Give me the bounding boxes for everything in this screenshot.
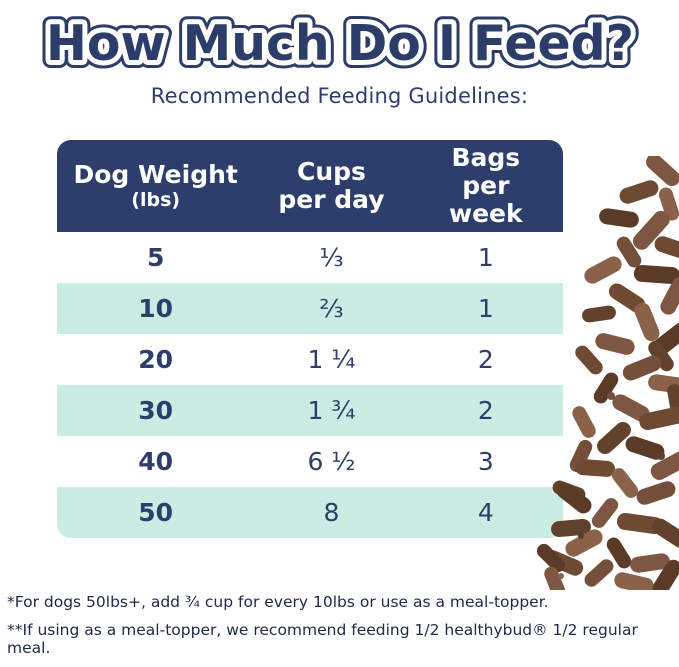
cups-cell: ⅓ [319, 243, 344, 272]
page-title-art: How Much Do I Feed? How Much Do I Feed? [38, 7, 642, 80]
table-row: 5 ⅓ 1 [57, 232, 563, 283]
feeding-guidelines-table: Dog Weight (lbs) Cups per day Bags per w… [57, 140, 563, 538]
col-header-bags-per-week-label: Bags per week [448, 143, 523, 228]
cups-cell: 1 ¾ [307, 396, 356, 425]
col-header-cups-per-day: Cups per day [254, 158, 408, 214]
col-header-cups-per-day-label: Cups per day [278, 157, 385, 214]
table-row: 30 1 ¾ 2 [57, 385, 563, 436]
bags-cell: 2 [477, 345, 494, 374]
bags-cell: 1 [477, 294, 494, 323]
table-row: 50 8 4 [57, 487, 563, 538]
cups-cell: ⅔ [319, 294, 344, 323]
weight-cell: 30 [138, 396, 174, 425]
weight-cell: 40 [138, 447, 174, 476]
col-header-dog-weight-unit: (lbs) [131, 188, 181, 211]
cups-cell: 8 [323, 498, 340, 527]
bags-cell: 4 [477, 498, 494, 527]
footnotes: *For dogs 50lbs+, add ¾ cup for every 10… [7, 593, 677, 667]
footnote-1: *For dogs 50lbs+, add ¾ cup for every 10… [7, 593, 549, 611]
weight-cell: 20 [138, 345, 174, 374]
bags-cell: 1 [477, 243, 494, 272]
bags-cell: 2 [477, 396, 494, 425]
footnote-2: **If using as a meal-topper, we recommen… [7, 621, 638, 657]
weight-cell: 50 [138, 498, 174, 527]
kibble-photo [536, 156, 679, 590]
weight-cell: 5 [146, 243, 165, 272]
cups-cell: 1 ¼ [307, 345, 356, 374]
bags-cell: 3 [477, 447, 494, 476]
col-header-bags-per-week: Bags per week [409, 144, 563, 228]
page-subtitle: Recommended Feeding Guidelines: [150, 84, 529, 108]
page-title: How Much Do I Feed? How Much Do I Feed? [10, 2, 670, 84]
col-header-dog-weight-label: Dog Weight [73, 159, 238, 189]
col-header-dog-weight: Dog Weight (lbs) [57, 159, 254, 211]
table-row: 40 6 ½ 3 [57, 436, 563, 487]
weight-cell: 10 [138, 294, 174, 323]
table-row: 20 1 ¼ 2 [57, 334, 563, 385]
table-row: 10 ⅔ 1 [57, 283, 563, 334]
cups-cell: 6 ½ [307, 447, 356, 476]
table-header-row: Dog Weight (lbs) Cups per day Bags per w… [57, 140, 563, 232]
page-title-text: How Much Do I Feed? [46, 15, 634, 72]
page-title-outline: How Much Do I Feed? [46, 15, 634, 72]
